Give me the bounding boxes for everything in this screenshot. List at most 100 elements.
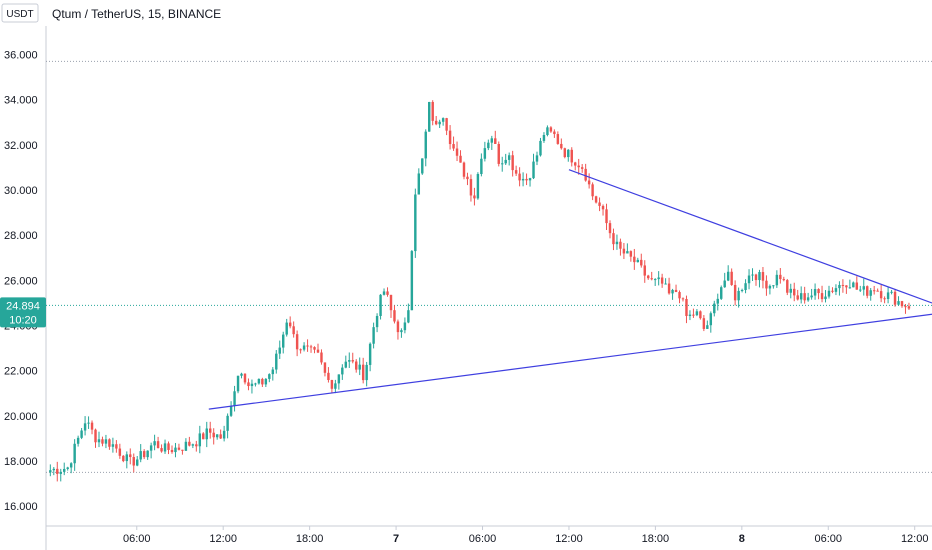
y-tick-label: 26.000 (4, 275, 38, 287)
currency-label[interactable]: USDT (6, 9, 33, 20)
candle-body (278, 347, 281, 354)
candle-body (532, 161, 535, 179)
candle-body (793, 288, 796, 296)
candle-body (695, 311, 699, 316)
candle-body (177, 447, 181, 450)
candle-body (382, 291, 386, 295)
candle-body (63, 468, 66, 472)
candle-body (772, 285, 775, 287)
candle-body (462, 162, 466, 177)
candle-body (247, 382, 250, 387)
candle-body (827, 290, 831, 297)
candle-body (657, 277, 660, 280)
candle-body (525, 178, 528, 181)
candle-body (327, 372, 330, 381)
candle-body (445, 118, 448, 131)
candle-body (288, 322, 292, 327)
candle-body (521, 178, 525, 181)
candle-body (619, 241, 622, 249)
candle-body (907, 306, 911, 309)
candle-body (233, 391, 236, 406)
candle-body (466, 176, 469, 180)
candle-body (142, 451, 146, 458)
x-tick-label: 18:00 (642, 533, 670, 545)
candle-body (584, 168, 587, 181)
candle-body (414, 194, 417, 252)
y-axis-ticks: 16.00018.00020.00022.00024.00026.00028.0… (4, 50, 38, 514)
candle-body (879, 291, 883, 299)
candle-body (782, 279, 786, 281)
trendlines[interactable] (208, 169, 932, 410)
candle-body (650, 278, 653, 280)
candle-body (501, 163, 504, 165)
candle-body (469, 179, 473, 196)
candle-body (740, 289, 744, 291)
candle-body (893, 291, 897, 305)
x-tick-label: 8 (739, 533, 745, 545)
candle-body (751, 274, 754, 276)
candle-body (553, 131, 556, 135)
candle-body (535, 155, 539, 162)
candle-body (323, 362, 327, 373)
countdown: 10:20 (9, 314, 37, 326)
candle-body (720, 287, 723, 299)
candle-body (361, 364, 365, 381)
candle-body (546, 127, 549, 135)
candle-body (452, 144, 455, 149)
candle-body (202, 433, 205, 440)
candle-body (890, 291, 893, 293)
candle-body (511, 155, 514, 171)
trendline (208, 313, 932, 410)
candle-body (574, 162, 577, 166)
candle-body (49, 470, 52, 473)
candle-body (115, 444, 118, 449)
currency-label-box[interactable] (1, 3, 39, 23)
candle-body (608, 223, 612, 234)
candle-body (587, 180, 591, 185)
candle-body (483, 148, 487, 159)
candles (49, 100, 911, 482)
candle-body (726, 271, 730, 281)
candle-body (653, 279, 657, 281)
candle-body (368, 343, 372, 365)
candle-body (275, 353, 278, 370)
candle-body (490, 138, 494, 143)
candle-body (118, 448, 122, 456)
candle-body (674, 289, 678, 293)
candle-body (862, 286, 865, 290)
candle-body (692, 314, 695, 316)
candle-body (504, 159, 507, 164)
candle-body (640, 259, 643, 266)
candle-body (372, 327, 375, 344)
candle-body (125, 454, 129, 462)
candle-body (188, 441, 191, 446)
candle-body (622, 248, 626, 254)
candle-body (198, 433, 202, 447)
candle-body (747, 275, 751, 284)
candle-body (643, 265, 646, 276)
candle-body (320, 352, 323, 363)
candle-body (480, 158, 483, 175)
candle-body (410, 251, 414, 311)
candle-body (344, 361, 348, 368)
candle-body (389, 294, 393, 311)
candle-body (455, 148, 459, 156)
last-price: 24.894 (6, 300, 40, 312)
candle-body (897, 301, 900, 305)
candle-body (580, 167, 584, 169)
candle-body (598, 202, 601, 206)
candle-body (528, 178, 532, 181)
candle-body (626, 251, 629, 254)
y-tick-label: 30.000 (4, 185, 38, 197)
candle-body (514, 170, 518, 174)
candle-body (97, 439, 101, 443)
candle-body (129, 454, 132, 458)
candle-body (181, 449, 184, 451)
candle-body (605, 209, 608, 224)
candle-body (796, 295, 799, 300)
candle-body (160, 448, 163, 452)
y-tick-label: 28.000 (4, 230, 38, 242)
candle-body (633, 256, 636, 263)
candle-body (810, 295, 813, 298)
